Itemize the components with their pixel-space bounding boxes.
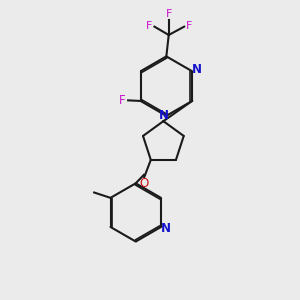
Text: F: F	[146, 21, 153, 32]
Text: N: N	[159, 109, 169, 122]
Text: N: N	[161, 222, 171, 235]
Text: F: F	[119, 94, 125, 107]
Text: F: F	[186, 21, 192, 32]
Text: O: O	[139, 177, 148, 190]
Text: F: F	[166, 9, 172, 19]
Text: N: N	[192, 63, 202, 76]
